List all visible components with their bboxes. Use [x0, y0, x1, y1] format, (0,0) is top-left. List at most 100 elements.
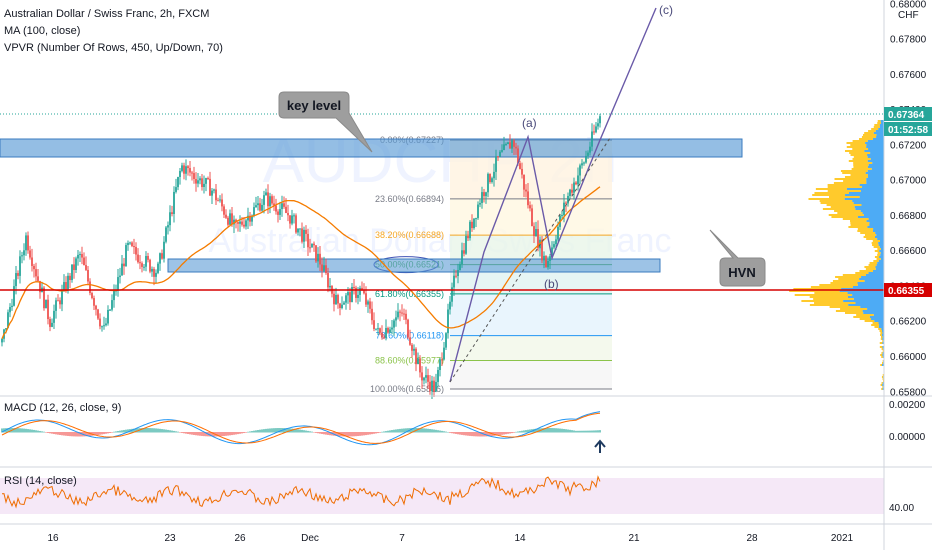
time-axis[interactable]: 16 23 26 Dec 7 14 21 28 2021 [47, 533, 853, 544]
candle-body [243, 224, 245, 227]
macd-histogram-bar [401, 428, 403, 433]
macd-histogram-bar [165, 429, 167, 433]
volume-bar-down [865, 172, 884, 174]
hvn-callout[interactable]: HVN [709, 229, 766, 287]
macd-histogram-bar [39, 430, 41, 433]
candle-body [51, 322, 53, 327]
volume-bar-down [878, 326, 884, 328]
candle-body [123, 263, 125, 267]
macd-histogram-bar [501, 432, 503, 435]
candle-body [315, 245, 317, 262]
candle-body [443, 347, 445, 360]
macd-histogram-bar [573, 430, 575, 433]
volume-bar-down [866, 144, 884, 146]
key-level-zone[interactable] [0, 138, 743, 158]
volume-bar-up [842, 274, 866, 276]
macd-histogram-bar [391, 430, 393, 433]
macd-histogram-bar [523, 430, 525, 433]
candle-body [175, 187, 177, 192]
rsi-label[interactable]: RSI (14, close) [4, 475, 77, 487]
candle-body [329, 285, 331, 288]
fib-band [450, 335, 612, 361]
macd-histogram-bar [439, 430, 441, 433]
volume-bar-down [841, 288, 884, 290]
macd-histogram-bar [171, 430, 173, 433]
candle-body [139, 262, 141, 264]
macd-histogram-bar [377, 432, 379, 434]
volume-bar-up [801, 300, 844, 302]
macd-histogram-bar [473, 432, 475, 437]
candle-body [391, 327, 393, 330]
macd-histogram-bar [115, 431, 117, 433]
candle-body [469, 221, 471, 239]
macd-histogram-bar [599, 430, 601, 433]
volume-bar-down [873, 270, 884, 272]
macd-histogram-bar [75, 432, 77, 437]
volume-bar-up [853, 156, 868, 158]
volume-bar-down [861, 186, 884, 188]
macd-histogram-bar [479, 432, 481, 437]
macd-histogram-bar [145, 428, 147, 433]
macd-histogram-bar [399, 428, 401, 433]
time-tick-label: 2021 [831, 533, 854, 544]
volume-bar-up [849, 152, 871, 154]
candle-body [61, 289, 63, 305]
volume-bar-up [853, 166, 868, 168]
candle-body [479, 202, 481, 205]
candle-body [595, 126, 597, 133]
currency-label: CHF [898, 10, 919, 21]
candle-body [339, 303, 341, 309]
macd-histogram-bar [173, 430, 175, 433]
macd-label[interactable]: MACD (12, 26, close, 9) [4, 402, 121, 414]
vpvr-indicator-label[interactable]: VPVR (Number Of Rows, 450, Up/Down, 70) [4, 42, 223, 54]
candle-body [207, 178, 209, 180]
lower-support-zone[interactable] [167, 258, 661, 273]
candle-body [517, 148, 519, 164]
key-level-callout[interactable]: key level [278, 91, 373, 153]
volume-bar-down [860, 210, 884, 212]
macd-histogram-bar [371, 432, 373, 435]
macd-signal-line [1, 412, 601, 444]
volume-bar-up [829, 196, 860, 198]
macd-histogram-bar [487, 432, 489, 437]
macd-histogram-bar [421, 428, 423, 433]
time-tick-label: 28 [746, 533, 758, 544]
macd-histogram-bar [147, 428, 149, 433]
macd-histogram-bar [183, 432, 185, 434]
trend-dashed-line[interactable] [449, 137, 611, 383]
volume-bar-down [864, 150, 884, 152]
candle-body [387, 328, 389, 333]
candle-body [383, 337, 385, 339]
candle-body [195, 178, 197, 184]
wave-pattern-lines[interactable] [449, 7, 657, 383]
volume-bar-up [842, 172, 866, 174]
time-tick-label: 16 [47, 533, 59, 544]
candle-body [537, 229, 539, 249]
volume-bar-down [873, 132, 884, 134]
volume-bar-up [879, 346, 883, 348]
volume-bar-up [810, 286, 853, 288]
candle-body [257, 203, 259, 206]
volume-bar-down [880, 248, 884, 250]
price-pane[interactable] [0, 0, 884, 395]
chart-symbol-title[interactable]: Australian Dollar / Swiss Franc, 2h, FXC… [4, 8, 209, 20]
macd-histogram-bar [211, 432, 213, 437]
candle-body [183, 165, 185, 174]
candle-body [197, 180, 199, 184]
candle-body [69, 275, 71, 281]
macd-histogram-bar [67, 432, 69, 436]
volume-bar-down [876, 264, 884, 266]
price-axis[interactable]: 0.680000.678000.676000.674000.672000.670… [890, 0, 927, 398]
macd-histogram-bar [153, 428, 155, 433]
candle-body [531, 208, 533, 227]
volume-bar-up [880, 334, 882, 336]
candle-body [401, 312, 403, 314]
volume-bar-up [880, 384, 883, 386]
ma-indicator-label[interactable]: MA (100, close) [4, 25, 80, 37]
macd-histogram-bar [485, 432, 487, 437]
volume-bar-down [870, 152, 884, 154]
rsi-pane[interactable] [0, 471, 884, 521]
volume-bar-down [875, 236, 884, 238]
candle-body [351, 287, 353, 303]
